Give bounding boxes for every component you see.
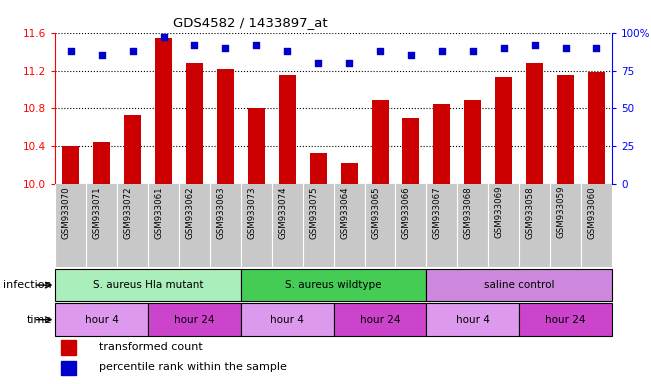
Bar — [588, 73, 605, 184]
Point — [467, 48, 478, 54]
Bar — [279, 75, 296, 184]
Point — [437, 48, 447, 54]
Bar — [61, 361, 76, 375]
Text: GSM933061: GSM933061 — [154, 186, 163, 238]
Point — [375, 48, 385, 54]
Bar — [333, 303, 426, 336]
Text: infection: infection — [3, 280, 52, 290]
Text: GSM933063: GSM933063 — [216, 186, 225, 238]
Text: hour 4: hour 4 — [85, 314, 118, 325]
Point — [66, 48, 76, 54]
Bar — [241, 303, 333, 336]
Bar — [495, 77, 512, 184]
Bar — [61, 341, 76, 354]
Point — [158, 34, 169, 40]
Text: GDS4582 / 1433897_at: GDS4582 / 1433897_at — [173, 16, 327, 29]
Text: S. aureus Hla mutant: S. aureus Hla mutant — [93, 280, 203, 290]
Text: GSM933067: GSM933067 — [433, 186, 442, 238]
Bar — [402, 118, 419, 184]
Bar — [526, 63, 543, 184]
Point — [251, 42, 262, 48]
Text: S. aureus wildtype: S. aureus wildtype — [285, 280, 382, 290]
Bar — [55, 303, 148, 336]
Point — [344, 60, 354, 66]
Text: hour 24: hour 24 — [546, 314, 586, 325]
Point — [313, 60, 324, 66]
Bar — [55, 269, 241, 301]
Bar — [186, 63, 203, 184]
Bar — [372, 100, 389, 184]
Point — [96, 52, 107, 58]
Bar — [93, 142, 110, 184]
Text: hour 24: hour 24 — [174, 314, 215, 325]
Bar — [248, 108, 265, 184]
Point — [220, 45, 230, 51]
Bar — [340, 164, 357, 184]
Text: percentile rank within the sample: percentile rank within the sample — [99, 362, 286, 372]
Text: GSM933059: GSM933059 — [557, 186, 566, 238]
Text: GSM933073: GSM933073 — [247, 186, 256, 238]
Text: hour 4: hour 4 — [456, 314, 490, 325]
Bar — [148, 303, 241, 336]
Text: GSM933071: GSM933071 — [92, 186, 102, 238]
Bar — [519, 303, 612, 336]
Text: hour 4: hour 4 — [270, 314, 304, 325]
Text: transformed count: transformed count — [99, 342, 202, 352]
Text: GSM933075: GSM933075 — [309, 186, 318, 238]
Point — [282, 48, 292, 54]
Text: saline control: saline control — [484, 280, 555, 290]
Bar — [124, 115, 141, 184]
Text: GSM933062: GSM933062 — [186, 186, 195, 238]
Bar — [426, 269, 612, 301]
Text: GSM933065: GSM933065 — [371, 186, 380, 238]
Text: GSM933074: GSM933074 — [278, 186, 287, 238]
Bar — [217, 69, 234, 184]
Text: GSM933066: GSM933066 — [402, 186, 411, 238]
Text: GSM933060: GSM933060 — [587, 186, 596, 238]
Point — [128, 48, 138, 54]
Bar — [310, 153, 327, 184]
Point — [591, 45, 602, 51]
Bar — [464, 100, 481, 184]
Text: GSM933069: GSM933069 — [495, 186, 504, 238]
Text: GSM933064: GSM933064 — [340, 186, 349, 238]
Point — [406, 52, 416, 58]
Point — [561, 45, 571, 51]
Point — [529, 42, 540, 48]
Text: GSM933068: GSM933068 — [464, 186, 473, 238]
Bar — [241, 269, 426, 301]
Text: GSM933070: GSM933070 — [62, 186, 71, 238]
Text: hour 24: hour 24 — [360, 314, 400, 325]
Point — [499, 45, 509, 51]
Bar — [434, 104, 450, 184]
Text: GSM933072: GSM933072 — [124, 186, 133, 238]
Bar — [426, 303, 519, 336]
Text: GSM933058: GSM933058 — [525, 186, 534, 238]
Bar — [155, 38, 172, 184]
Text: time: time — [27, 314, 52, 325]
Bar — [557, 75, 574, 184]
Bar — [62, 146, 79, 184]
Point — [189, 42, 200, 48]
